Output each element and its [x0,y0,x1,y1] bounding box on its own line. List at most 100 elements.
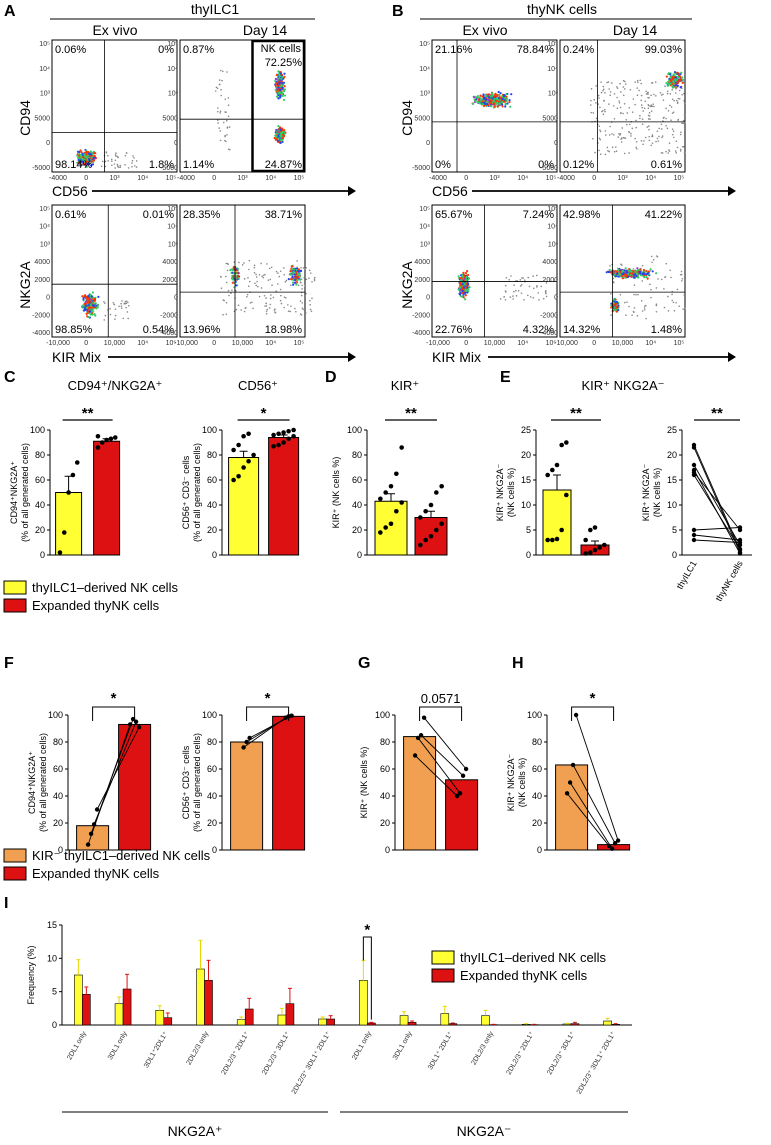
scat-dot [231,289,233,291]
paired-line [693,527,741,531]
scat-dot [628,152,630,154]
scat-dot [608,88,610,90]
data-point [95,445,101,450]
pop-dot [681,81,684,85]
pop-dot [77,161,80,165]
significance-label: 0.0571 [421,691,461,706]
pop-dot [91,301,95,304]
scat-dot [299,300,302,302]
panel-a-top-arrowhead [348,186,356,196]
bar-thyilc1 [155,1010,165,1026]
pop-dot [87,295,90,298]
scat-dot [683,294,686,297]
scat-dot [673,136,675,139]
scat-dot [683,151,686,154]
scat-dot [643,307,646,309]
scat-dot [499,298,502,300]
panel-letter-g: G [358,655,370,672]
pop-dot [495,99,498,103]
scat-dot [227,115,230,118]
data-point [95,433,101,439]
scat-dot [237,269,239,272]
paired-line [693,539,741,543]
quadrant-ur-percent: 72.25% [265,57,303,69]
flow-y-tick: 10⁴ [39,66,50,73]
significance-label: ** [405,405,417,422]
panel-b-top-ylabel: CD94 [399,100,415,136]
data-point [394,471,399,477]
scat-dot [599,138,602,141]
scat-dot [529,296,532,298]
scat-dot [648,125,650,127]
bar-thynk [122,988,132,1026]
pop-dot [671,78,675,81]
flow-y-tick: 10⁴ [39,224,50,231]
flow-y-tick: 0 [426,295,430,302]
flow-y-tick: 2000 [162,277,178,284]
scat-dot [225,301,228,304]
scat-dot [618,133,620,135]
scat-dot [124,300,127,303]
scat-dot [309,303,311,306]
scat-dot [258,273,261,276]
scat-dot [230,292,232,295]
scat-dot [270,294,272,296]
pop2-dot [280,134,283,137]
pop2-dot [279,141,282,144]
scat-dot [616,96,618,99]
scat-dot [114,314,117,317]
chart-title: CD56⁺ [238,378,278,393]
bar-thyilc1 [440,1013,450,1026]
y-tick-label: 100 [202,710,217,720]
scat-dot [636,79,639,82]
flow-x-tick: 10³ [617,175,628,182]
scat-dot [681,277,684,280]
pop-dot [77,154,81,157]
data-point [457,791,463,796]
pop1-dot [640,274,643,277]
panel-letter-e: E [500,369,511,386]
scat-dot [592,112,595,114]
x-category-label: 2DL2/3⁺ 2DL1⁺ [506,1030,537,1076]
data-point [554,462,560,468]
data-point [454,793,460,799]
scat-dot [655,287,658,289]
pop-dot [475,98,478,101]
scat-dot [592,137,594,140]
scat-dot [665,107,667,110]
flow-x-tick: 10⁵ [166,175,177,182]
pop1-dot [280,77,283,80]
y-tick-label: 0 [526,550,531,560]
scat-dot [304,267,306,270]
pop-dot [463,278,466,281]
data-point [554,536,560,542]
y-axis-label: (NK cells %) [652,468,662,518]
y-axis-label: (% of all generated cells) [192,733,202,832]
scat-dot [609,125,611,128]
pop-dot [87,304,90,307]
pop1-dot [278,81,281,84]
pop1-dot [231,277,234,280]
scat-dot [216,87,219,90]
scat-dot [664,85,666,88]
y-axis-label: (% of all generated cells) [192,443,202,542]
flow-y-tick: -4000 [412,330,430,337]
scat-dot [125,300,128,302]
legend-i-label-1: thyILC1–derived NK cells [460,950,606,965]
data-point [415,735,421,741]
flow-plot-a-bot-ex: 0.61% 0.01% 98.85% 0.54% 10⁵ 10⁴ 10³ 4000 2000 0 -… [32,204,178,347]
scat-dot [637,293,639,296]
data-point [104,437,109,443]
pop-dot [477,98,481,101]
data-point [399,500,404,505]
scat-dot [279,299,282,302]
pop-dot [483,96,486,99]
bar-thyilc1 [318,1018,327,1026]
scat-dot [217,122,219,124]
pop-dot [80,163,83,166]
pop-dot [678,74,681,77]
pop-dot [665,81,668,85]
scat-dot [619,112,622,115]
significance-bracket [362,936,372,1020]
pop-dot [493,95,496,98]
